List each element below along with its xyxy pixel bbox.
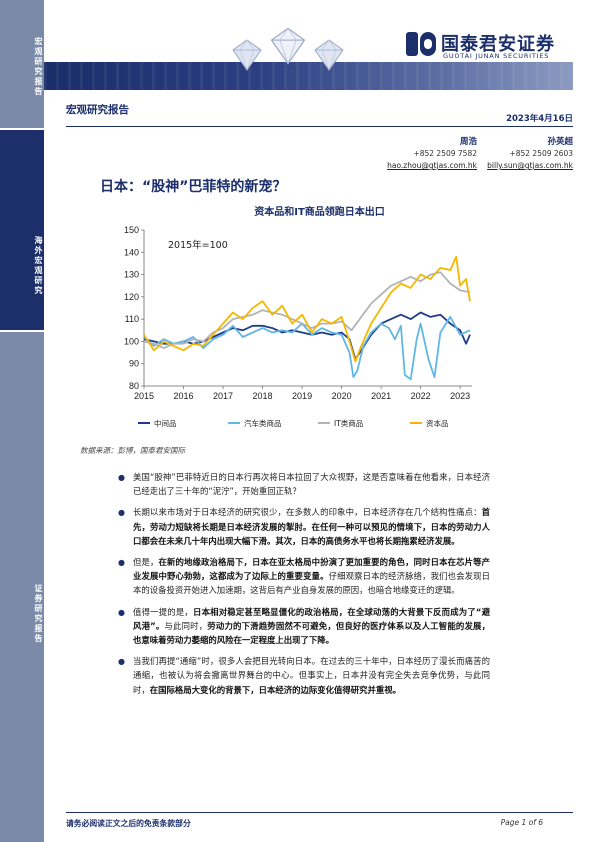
analyst-email-link[interactable]: billy.sun@gtjas.com.hk [487, 161, 573, 170]
bold-text: 劳动力的下滑趋势固然不可避免，但良好的医疗体系以及人工智能的发展，也意味着劳动力… [133, 620, 490, 646]
bullet-dot-icon: ● [118, 473, 125, 482]
body-text: 长期以来市场对于日本经济的研究很少，在多数人的印象中，日本经济存在几个结构性痛点… [133, 507, 482, 518]
report-type: 宏观研究报告 [66, 104, 129, 116]
body-text: 但是， [133, 557, 159, 568]
y-tick-label: 110 [125, 314, 139, 324]
banner-stripes [44, 62, 573, 90]
banner-gradient-band [44, 62, 573, 90]
bold-text: 在新的地缘政治格局下，日本在亚太格局中扮演了更加重要的角色，同时日本在芯片等产业… [133, 557, 491, 582]
analyst-phone: +852 2509 7582 [413, 149, 477, 158]
body-text: 与此同时， [164, 620, 208, 631]
y-tick-label: 150 [124, 225, 139, 235]
series-line-4 [143, 255, 471, 363]
x-tick-label: 2023 [450, 391, 470, 401]
sidebar-block-overseas: 海外宏观研究 [0, 130, 44, 330]
sidebar-block-securities: 证券研究报告 [0, 332, 44, 842]
sidebar-block-macro: 宏观研究报告 [0, 0, 44, 128]
bullet-dot-icon: ● [118, 657, 125, 667]
diamond-icon [232, 39, 262, 71]
body-text: 当我们再提“通缩”时，很多人会把目光转向日本。在过去的三十年中，日本经历了漫长而… [133, 656, 490, 695]
bullet-paragraph: ● 当我们再提“通缩”时，很多人会把目光转向日本。在过去的三十年中，日本经历了漫长… [118, 654, 490, 697]
bullet-dot-icon: ● [118, 508, 125, 518]
bullet-paragraph: ● 长期以来市场对于日本经济的研究很少，在多数人的印象中，日本经济存在几个结构性痛… [118, 505, 490, 548]
footer-disclaimer: 请务必阅读正文之后的免责条款部分 [66, 819, 191, 828]
diamond-icon [270, 27, 306, 65]
bullet-dot-icon: ● [118, 558, 125, 568]
chart-annotation: 2015年=100 [168, 239, 228, 251]
analyst-phone: +852 2509 2603 [509, 149, 573, 158]
bullet-paragraph: ● 但是，在新的地缘政治格局下，日本在亚太格局中扮演了更加重要的角色，同时日本在芯… [118, 555, 490, 598]
x-tick-label: 2019 [292, 391, 312, 401]
chart-title: 资本品和IT商品领跑日本出口 [254, 207, 385, 218]
y-tick-label: 80 [129, 381, 139, 391]
analyst-email-link[interactable]: hao.zhou@gtjas.com.hk [387, 161, 477, 170]
logo-chinese-name: 国泰君安证券 [441, 34, 555, 55]
body-text: 美国“股神”巴菲特近日的日本行再次将日本拉回了大众视野，这是否意味着在他看来，日… [133, 472, 490, 497]
legend-label: 中间品 [154, 418, 177, 428]
page-number: Page 1 of 6 [500, 818, 543, 827]
body-text: 值得一提的是， [133, 606, 194, 617]
y-tick-label: 100 [124, 336, 139, 346]
series-line-1 [143, 311, 471, 361]
analyst-name: 孙英超 [547, 137, 573, 147]
x-tick-label: 2021 [371, 391, 391, 401]
footer-divider [66, 812, 573, 813]
bold-text: 日本相对稳定甚至略显僵化的政治格局，在全球动荡的大背景下反而成为了“避风港”。 [133, 606, 490, 631]
bullet-dot-icon: ● [118, 607, 125, 617]
y-tick-label: 90 [129, 359, 139, 369]
y-tick-label: 120 [124, 292, 139, 302]
header-divider [66, 126, 573, 127]
series-line-3 [143, 271, 471, 350]
y-tick-label: 140 [124, 247, 139, 257]
left-sidebar: 宏观研究报告 海外宏观研究 证券研究报告 [0, 0, 44, 842]
legend-label: 资本品 [426, 418, 449, 428]
series-line-2 [143, 316, 471, 381]
report-title: 日本：“股神”巴菲特的新宠？ [100, 179, 287, 195]
company-logo: 国泰君安证券 GUOTAI JUNAN SECURITIES [405, 30, 585, 70]
x-tick-label: 2017 [213, 391, 233, 401]
analyst-name: 周浩 [459, 137, 477, 147]
bullet-paragraph: ● 值得一提的是，日本相对稳定甚至略显僵化的政治格局，在全球动荡的大背景下反而成为… [118, 605, 490, 648]
x-tick-label: 2020 [332, 391, 352, 401]
bullet-paragraph: ● 美国“股神”巴菲特近日的日本行再次将日本拉回了大众视野，这是否意味着在他看来，… [118, 470, 490, 498]
logo-english-name: GUOTAI JUNAN SECURITIES [443, 52, 550, 60]
x-tick-label: 2018 [253, 391, 273, 401]
y-tick-label: 130 [124, 270, 139, 280]
x-tick-label: 2022 [411, 391, 431, 401]
body-text: 仔细观察日本的经济脉络，我们也会发现日本的设备投资开始进入加速期，这背后有产业自… [133, 571, 491, 596]
x-tick-label: 2015 [134, 391, 154, 401]
legend-label: IT类商品 [334, 418, 363, 428]
analyst-card: 周浩 +852 2509 7582 hao.zhou@gtjas.com.hk [387, 136, 477, 172]
analyst-card: 孙英超 +852 2509 2603 billy.sun@gtjas.com.h… [487, 136, 573, 172]
report-date: 2023年4月16日 [506, 114, 573, 124]
diamond-icon [314, 39, 344, 71]
gtja-logo-icon [406, 32, 436, 56]
line-chart: 80 90 100 110 120 130 140 150 2015 2016 2017 2018 20… [124, 225, 472, 428]
x-tick-label: 2016 [174, 391, 194, 401]
legend-label: 汽车类商品 [244, 418, 282, 428]
data-source: 数据来源：彭博，国泰君安国际 [80, 446, 185, 455]
bullet-list: ● 美国“股神”巴菲特近日的日本行再次将日本拉回了大众视野，这是否意味着在他看来，… [118, 470, 490, 704]
bold-text: 首先，劳动力短缺将长期是日本经济发展的掣肘。在任何一种可以预见的情境下，日本的劳… [133, 507, 490, 546]
bold-text: 在国际格局大变化的背景下，日本经济的边际变化值得研究并重视。 [149, 684, 401, 695]
